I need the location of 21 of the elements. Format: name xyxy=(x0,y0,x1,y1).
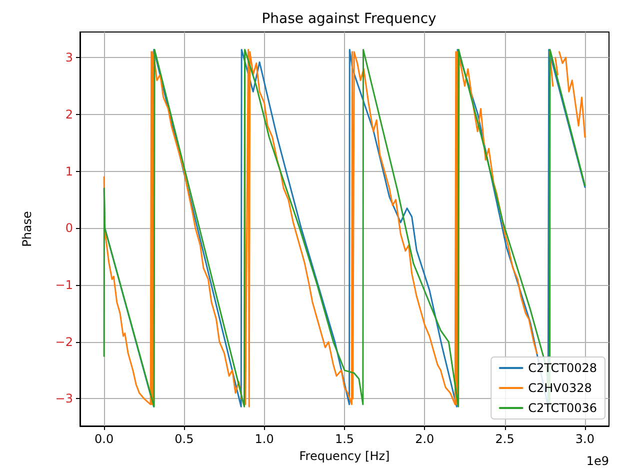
y-tick-label: −2 xyxy=(55,334,73,349)
text: 1e9 xyxy=(586,454,610,468)
x-tick-label: 2.5 xyxy=(495,432,514,446)
legend-label: C2TCT0036 xyxy=(528,401,597,415)
legend-label: C2HV0328 xyxy=(528,381,592,395)
x-tick-label: 1.5 xyxy=(334,432,354,446)
x-axis-title: Frequency [Hz] xyxy=(299,449,390,463)
y-axis-title: Phase xyxy=(20,211,34,247)
y-tick-label: 1 xyxy=(65,164,73,178)
y-tick-label: −3 xyxy=(55,392,73,406)
chart-title: Phase against Frequency xyxy=(262,11,436,27)
x-tick-label: 3.0 xyxy=(575,432,594,446)
x-tick-label: 0.5 xyxy=(174,432,194,446)
y-tick-label: 0 xyxy=(65,221,73,236)
y-tick-label: 3 xyxy=(65,50,73,65)
y-tick-label: 2 xyxy=(65,107,73,122)
x-tick-label: 0.0 xyxy=(94,432,114,446)
y-tick-label: −1 xyxy=(55,278,73,292)
x-tick-label: 2.0 xyxy=(415,432,434,446)
legend-label: C2TCT0028 xyxy=(528,361,597,375)
x-tick-label: 1.0 xyxy=(254,432,274,446)
